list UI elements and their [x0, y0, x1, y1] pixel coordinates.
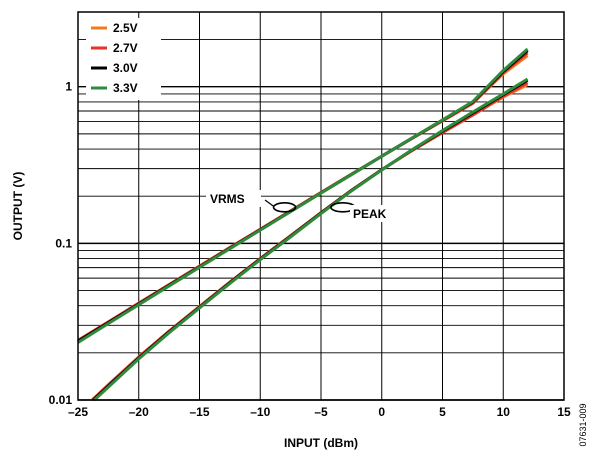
legend: 2.5V 2.7V 3.0V 3.3V: [86, 18, 161, 100]
legend-label: 3.3V: [113, 81, 138, 95]
x-tick-label: –10: [250, 405, 270, 419]
peak-label-bg: [350, 205, 400, 222]
vrms-label-bg: [206, 190, 261, 207]
annotations: VRMS PEAK: [206, 190, 400, 222]
vrms-marker-ellipse: [272, 201, 297, 213]
tick-labels: –25 –20 –15 –10 –5 0 5 10 15 0.01 0.1 1: [49, 80, 571, 419]
y-tick-label: 1: [65, 80, 72, 94]
series-line-vrms: [77, 47, 529, 344]
x-tick-label: 0: [378, 405, 385, 419]
legend-label: 2.5V: [113, 21, 138, 35]
x-tick-label: –20: [129, 405, 149, 419]
x-tick-label: –25: [68, 405, 88, 419]
x-tick-label: –15: [189, 405, 209, 419]
series-lines: [77, 47, 529, 402]
y-tick-label: 0.01: [49, 393, 73, 407]
legend-label: 3.0V: [113, 61, 138, 75]
figure-id: 07631-009: [578, 403, 588, 446]
legend-background: [86, 18, 161, 100]
legend-label: 2.7V: [113, 41, 138, 55]
vrms-leader-line: [264, 199, 274, 207]
x-axis-label: INPUT (dBm): [284, 436, 358, 450]
plot-frame: [77, 11, 565, 401]
peak-label: PEAK: [353, 207, 387, 221]
vrms-label: VRMS: [210, 192, 245, 206]
series-line-peak: [93, 77, 529, 402]
y-axis-label: OUTPUT (V): [11, 172, 25, 241]
x-tick-label: –5: [314, 405, 328, 419]
x-tick-label: 5: [439, 405, 446, 419]
y-tick-label: 0.1: [55, 236, 72, 250]
x-tick-label: 15: [557, 405, 571, 419]
x-tick-label: 10: [497, 405, 511, 419]
